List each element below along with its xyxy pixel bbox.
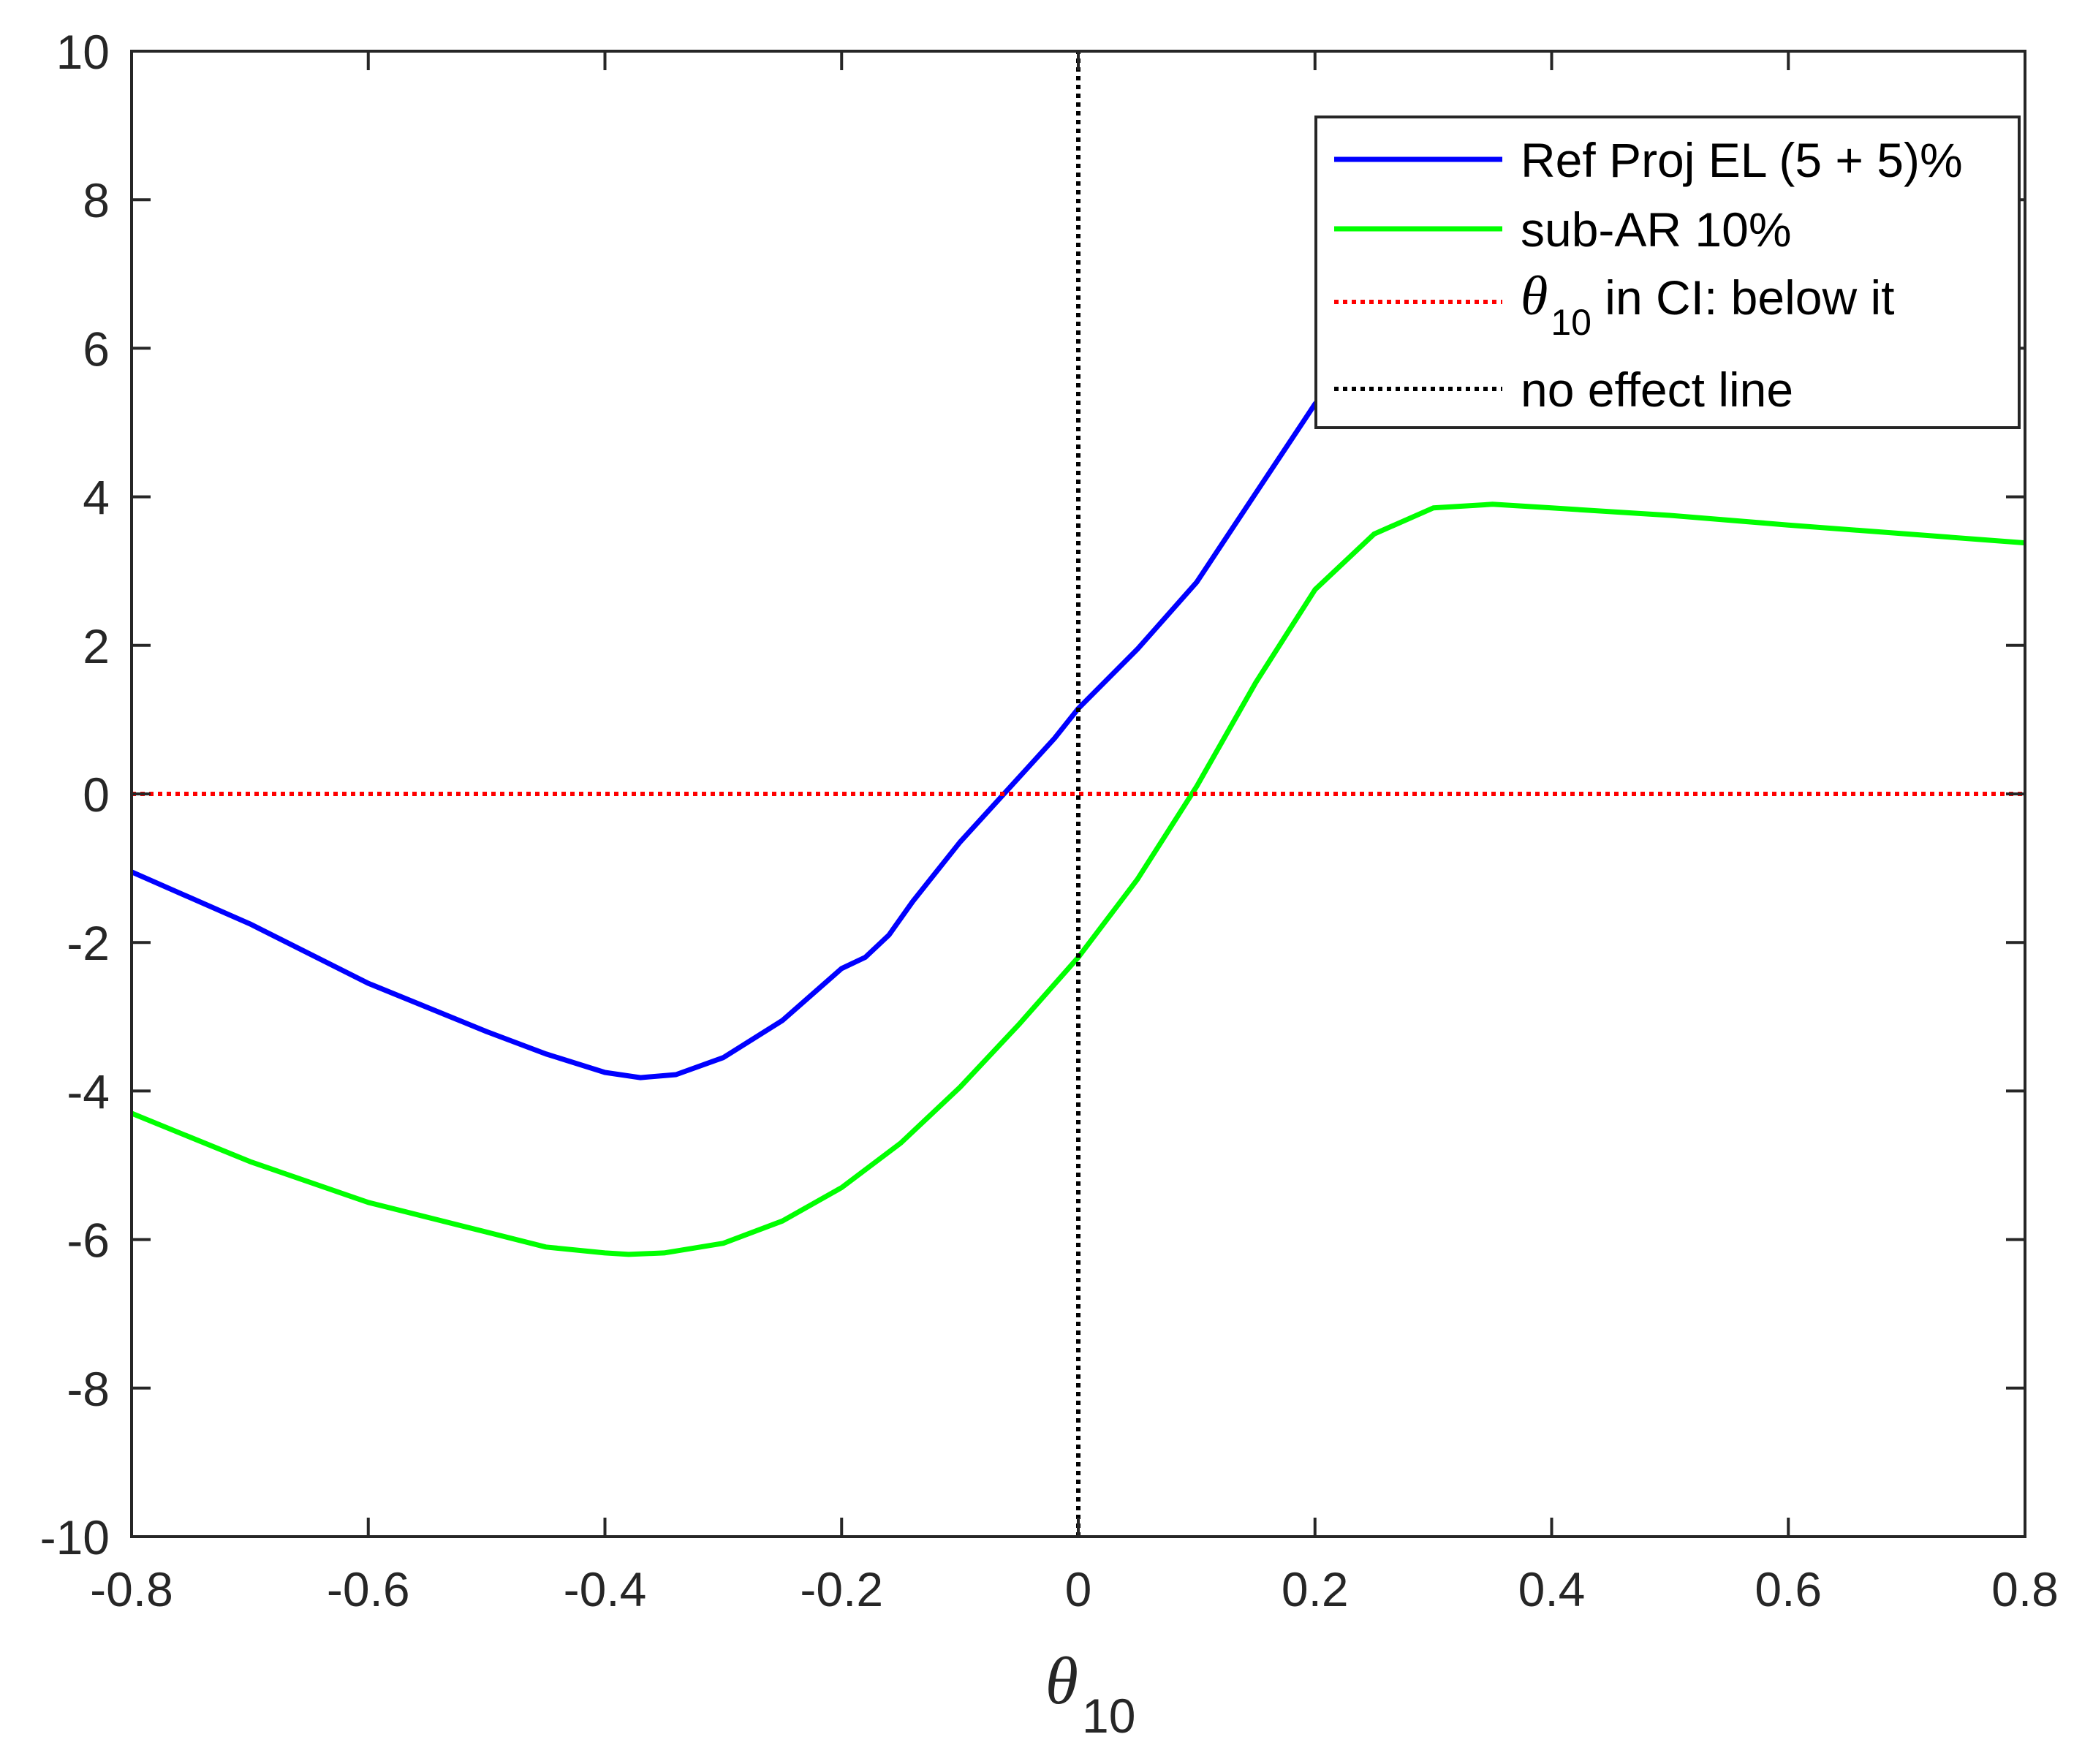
x-tick-label: 0 bbox=[1065, 1562, 1092, 1616]
series-layer bbox=[130, 51, 2026, 1537]
series-line-ref-proj-el bbox=[130, 376, 1341, 1080]
legend-label-ref-proj-el: Ref Proj EL (5 + 5)% bbox=[1521, 133, 1963, 187]
x-axis-label-subscript: 10 bbox=[1082, 1689, 1135, 1743]
x-tick-label: -0.2 bbox=[800, 1562, 883, 1616]
x-tick-label: -0.6 bbox=[327, 1562, 410, 1616]
legend-label-no-effect: no effect line bbox=[1521, 363, 1793, 417]
y-tick-label: -4 bbox=[67, 1064, 110, 1118]
x-tick-label: 0.2 bbox=[1282, 1562, 1349, 1616]
legend-label-sub-ar: sub-AR 10% bbox=[1521, 202, 1792, 257]
x-ticks: -0.8 -0.6 -0.4 -0.2 0 0.2 0.4 0.6 0.8 bbox=[90, 51, 2059, 1616]
x-tick-label: -0.4 bbox=[564, 1562, 647, 1616]
y-tick-label: 4 bbox=[83, 471, 110, 525]
legend-theta-symbol: θ bbox=[1521, 265, 1548, 327]
y-tick-label: 10 bbox=[56, 25, 110, 79]
x-tick-label: 0.8 bbox=[1991, 1562, 2059, 1616]
y-ticks: -10 -8 -6 -4 -2 0 2 4 6 8 10 bbox=[40, 25, 2025, 1564]
x-axis-label: θ 10 bbox=[1045, 1643, 1136, 1743]
x-axis-label-symbol: θ bbox=[1045, 1643, 1078, 1718]
legend-label-theta-ci: θ10 in CI: below it bbox=[1521, 265, 1894, 343]
legend-theta-rest: in CI: below it bbox=[1591, 270, 1895, 325]
legend-box bbox=[1314, 116, 2021, 429]
series-line-sub-ar bbox=[130, 501, 2026, 1257]
legend-theta-subscript: 10 bbox=[1551, 302, 1591, 343]
y-tick-label: 2 bbox=[83, 619, 110, 673]
y-tick-label: 8 bbox=[83, 173, 110, 227]
y-tick-label: -6 bbox=[67, 1214, 110, 1268]
x-tick-label: 0.6 bbox=[1755, 1562, 1822, 1616]
y-tick-label: -2 bbox=[67, 916, 110, 970]
y-tick-label: 0 bbox=[83, 768, 110, 822]
x-tick-label: 0.4 bbox=[1518, 1562, 1586, 1616]
y-tick-label: -8 bbox=[67, 1362, 110, 1416]
y-tick-label: 6 bbox=[83, 322, 110, 376]
y-tick-label: -10 bbox=[40, 1510, 110, 1564]
x-tick-label: -0.8 bbox=[90, 1562, 173, 1616]
legend: Ref Proj EL (5 + 5)% sub-AR 10% θ10 in C… bbox=[1314, 116, 2021, 429]
